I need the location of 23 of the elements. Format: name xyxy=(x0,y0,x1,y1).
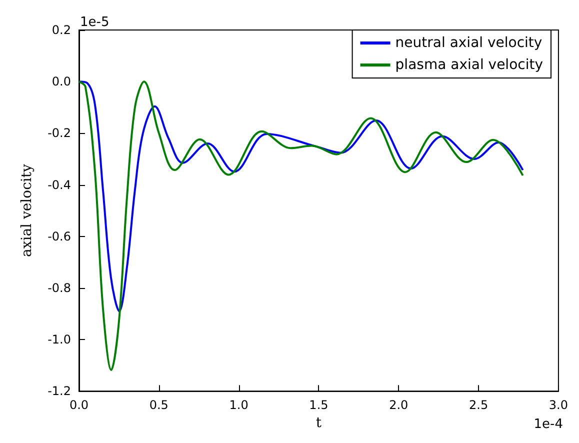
x-tick-label: 1.0 xyxy=(229,398,248,412)
line-series xyxy=(78,80,524,371)
y-tick-label: -1.0 xyxy=(48,332,71,347)
y-axis-title: axial velocity xyxy=(19,164,35,258)
y-tick-label: -0.8 xyxy=(48,280,71,295)
y-tick-label: -0.4 xyxy=(48,178,71,192)
x-tick-label: 0.5 xyxy=(149,398,168,412)
text: 1e-4 xyxy=(534,417,564,432)
line-series xyxy=(78,80,524,312)
legend-label: neutral axial velocity xyxy=(395,35,542,51)
legend-label: plasma axial velocity xyxy=(395,57,544,73)
x-tick-label: 0.0 xyxy=(69,398,89,412)
y-tick-label: -0.6 xyxy=(48,229,71,244)
y-tick-label: 0.0 xyxy=(52,74,71,89)
y-tick-label: -1.2 xyxy=(48,384,71,398)
x-tick-label: 1.5 xyxy=(309,398,328,412)
y-tick-label: 0.2 xyxy=(52,23,71,37)
text: 1e-5 xyxy=(80,15,110,30)
y-tick-label: -0.2 xyxy=(48,126,71,140)
x-tick-label: 3.0 xyxy=(548,398,568,412)
x-tick-label: 2.5 xyxy=(469,398,488,412)
x-tick-label: 2.0 xyxy=(389,398,408,412)
x-axis-title: t xyxy=(316,415,322,431)
